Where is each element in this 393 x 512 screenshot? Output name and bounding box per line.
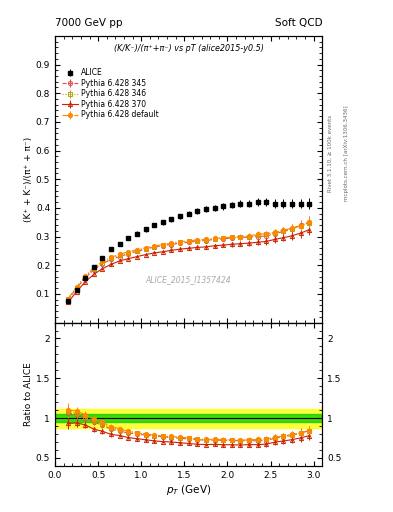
X-axis label: $p_T$ (GeV): $p_T$ (GeV): [166, 482, 211, 497]
Y-axis label: Ratio to ALICE: Ratio to ALICE: [24, 362, 33, 426]
Text: mcplots.cern.ch [arXiv:1306.3436]: mcplots.cern.ch [arXiv:1306.3436]: [344, 106, 349, 201]
Y-axis label: (K⁺ + K⁻)/(π⁺ + π⁻): (K⁺ + K⁻)/(π⁺ + π⁻): [24, 137, 33, 222]
Text: (K/K⁻)/(π⁺+π⁻) vs pT (alice2015-y0.5): (K/K⁻)/(π⁺+π⁻) vs pT (alice2015-y0.5): [114, 45, 264, 53]
Text: 7000 GeV pp: 7000 GeV pp: [55, 18, 123, 28]
Text: ALICE_2015_I1357424: ALICE_2015_I1357424: [146, 275, 231, 284]
Bar: [55, 409, 322, 428]
Text: Rivet 3.1.10, ≥ 100k events: Rivet 3.1.10, ≥ 100k events: [328, 115, 333, 192]
Legend: ALICE, Pythia 6.428 345, Pythia 6.428 346, Pythia 6.428 370, Pythia 6.428 defaul: ALICE, Pythia 6.428 345, Pythia 6.428 34…: [62, 68, 159, 119]
Text: Soft QCD: Soft QCD: [275, 18, 322, 28]
Bar: [55, 414, 322, 422]
